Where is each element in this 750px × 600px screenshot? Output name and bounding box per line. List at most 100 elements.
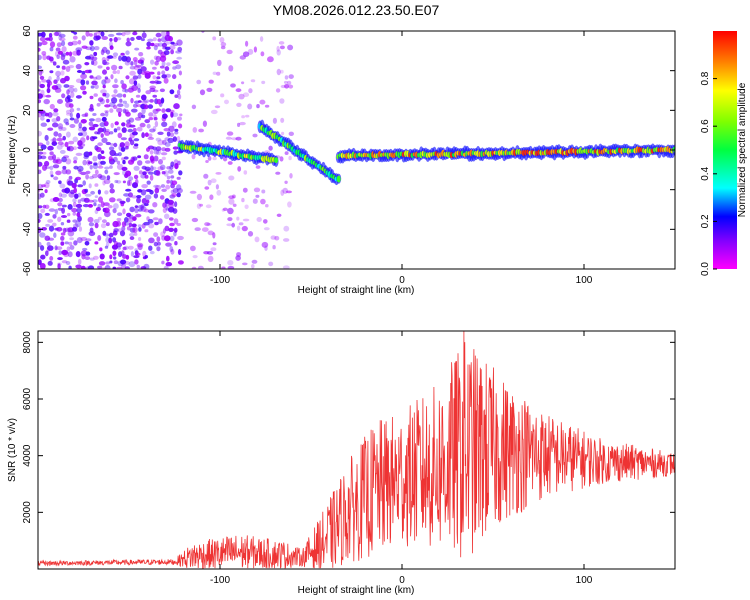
spectrogram-cell: [103, 202, 110, 207]
spectrogram-cell: [276, 68, 281, 76]
spectrogram-cell: [63, 251, 70, 258]
spectrogram-cell: [129, 206, 135, 213]
spectrogram-cell: [172, 187, 179, 194]
spectrogram-cell: [89, 45, 95, 52]
spectrogram-cell: [89, 227, 94, 233]
spectrogram-cell: [69, 103, 74, 108]
spectrogram-cell: [146, 41, 152, 47]
spectrogram-cell: [108, 146, 115, 151]
spectrogram-cell: [285, 190, 292, 194]
spectrogram-cell: [38, 205, 43, 209]
snr-xlabel: Height of straight line (km): [298, 585, 415, 596]
spectrogram-cell: [169, 246, 174, 252]
spectrogram-cell: [144, 119, 150, 124]
spectrogram-cell: [215, 172, 222, 175]
spectrogram-cell: [236, 102, 242, 107]
spectrogram-cell: [128, 214, 134, 219]
spectrogram-cell: [64, 241, 69, 245]
spectrogram-cell: [113, 256, 117, 260]
spectrogram-cell: [154, 187, 160, 194]
spectrogram-cell: [60, 232, 66, 236]
spectrogram-cell: [127, 180, 131, 187]
spectrogram-cell: [235, 88, 242, 93]
spectrogram-cell: [65, 169, 72, 175]
spectrogram-cell: [174, 131, 179, 135]
spectrogram-cell: [102, 59, 107, 66]
spectrogram-cell: [176, 184, 182, 191]
spectrogram-cell: [155, 80, 162, 85]
spectrogram-cell: [119, 142, 126, 148]
spectrogram-cell: [141, 184, 148, 189]
spectrogram-cell: [198, 128, 205, 133]
spectrogram-cell: [244, 204, 249, 210]
spectrogram-cell: [71, 40, 79, 46]
spectrogram-cell: [220, 93, 225, 98]
spectrogram-cell: [176, 192, 181, 198]
spectrogram-cell: [59, 149, 66, 154]
spectrogram-cell: [176, 89, 181, 96]
spectrogram-cell: [153, 117, 158, 121]
spectrogram-cell: [251, 259, 258, 264]
spectrogram-cell: [97, 97, 104, 102]
spectrogram-cell: [174, 201, 178, 208]
spectrogram-cell: [56, 227, 63, 232]
spectrogram-cell: [112, 266, 117, 269]
spectrogram-cell: [268, 261, 274, 267]
spectrogram-cell: [149, 190, 154, 195]
spectrogram-cell: [133, 232, 138, 236]
spectrogram-cell: [161, 42, 167, 48]
spectrogram-cell: [57, 202, 63, 207]
snr-y-ticks: 2000 4000 6000 8000: [22, 331, 675, 523]
spectrogram-cell: [125, 254, 130, 260]
spectrogram-cell: [134, 178, 139, 185]
spectrogram-ylabel: Frequency (Hz): [7, 116, 18, 185]
spectrogram-cell: [85, 174, 89, 180]
spectrogram-cell: [160, 97, 165, 104]
spectrogram-cell: [66, 219, 71, 223]
spectrogram-cell: [227, 207, 234, 215]
spectrogram-cell: [210, 178, 217, 183]
spectrogram-cell: [134, 143, 139, 147]
spectrogram-cell: [119, 98, 123, 103]
spectrogram-cell: [95, 35, 101, 40]
spectrogram-cell: [71, 208, 78, 213]
spectrogram-cell: [102, 180, 106, 186]
spectrogram-cell: [159, 65, 165, 69]
spectrogram-cell: [207, 156, 212, 161]
spectrogram-cell: [136, 242, 144, 248]
spectrogram-cell: [144, 229, 149, 233]
snr-series-line: [38, 331, 675, 569]
spectrogram-cell: [80, 73, 87, 80]
spectrogram-cell: [134, 248, 138, 252]
spectrogram-cell: [148, 71, 155, 75]
spectrogram-cell: [57, 99, 63, 104]
spectrogram-cell: [95, 146, 102, 153]
spectrogram-cell: [237, 166, 242, 172]
spectrogram-cell: [141, 198, 147, 204]
spectrogram-cell: [95, 75, 102, 80]
spectrogram-cell: [170, 41, 175, 45]
spectrogram-cell: [173, 218, 179, 225]
spectrogram-cell: [39, 83, 45, 89]
spectrogram-cell: [287, 44, 294, 51]
spectrogram-cell: [191, 217, 199, 223]
x-tick-label: 0: [399, 275, 405, 286]
spectrogram-cell: [279, 45, 285, 50]
spectrogram-cell: [67, 251, 73, 258]
spectrogram-cell: [52, 222, 57, 227]
spectrogram-cell: [149, 150, 154, 155]
spectrogram-cell: [57, 123, 64, 130]
spectrogram-cell: [157, 139, 164, 146]
spectrogram-cell: [247, 48, 254, 55]
spectrogram-cell: [100, 201, 105, 208]
spectrogram-cell: [85, 238, 92, 242]
spectrogram-cell: [153, 43, 160, 47]
spectrogram-cell: [105, 242, 110, 247]
spectrogram-cell: [191, 266, 197, 269]
spectrogram-cell: [109, 45, 114, 50]
spectrogram-cell: [147, 218, 154, 224]
spectrogram-cells: [38, 31, 675, 269]
spectrogram-cell: [161, 70, 166, 75]
spectrogram-cell: [40, 144, 47, 150]
spectrogram-cell: [138, 170, 143, 175]
